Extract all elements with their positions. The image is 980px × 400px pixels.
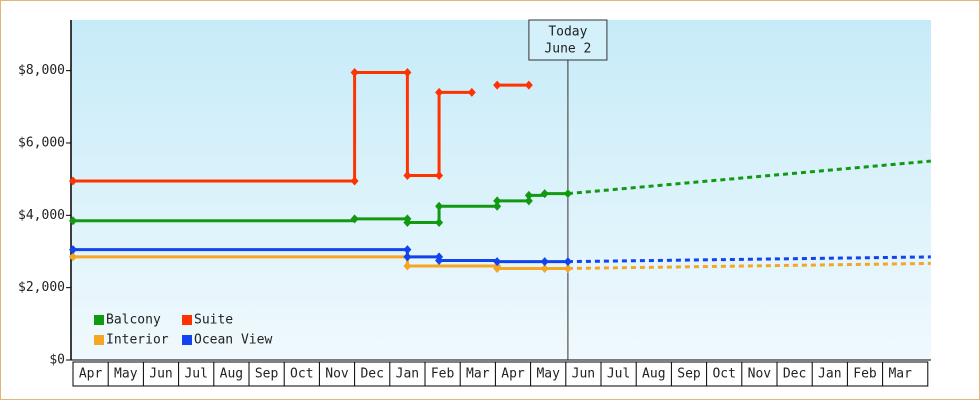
today-box: [528, 19, 608, 61]
price-point: [493, 201, 502, 211]
x-tick-label: Dec: [783, 367, 806, 382]
price-point: [524, 190, 533, 200]
legend-label: Interior: [106, 333, 169, 348]
legend-swatch: [182, 315, 192, 325]
y-tick-label: $4,000: [18, 208, 65, 223]
x-tick-label: May: [536, 367, 560, 382]
price-point: [403, 218, 412, 228]
price-point: [435, 171, 444, 181]
x-tick-label: Jul: [607, 367, 630, 382]
x-tick-label: Sep: [255, 367, 279, 382]
x-tick-label: Apr: [501, 367, 525, 382]
x-tick-label: Jun: [149, 367, 172, 382]
x-tick-label: Nov: [748, 367, 772, 382]
price-point: [403, 67, 412, 77]
x-tick-label: Feb: [853, 367, 877, 382]
x-tick-label: Feb: [431, 367, 455, 382]
x-tick-label: May: [114, 367, 138, 382]
price-point: [69, 176, 77, 186]
price-point: [435, 256, 444, 266]
price-point: [350, 214, 359, 224]
x-tick-label: Oct: [290, 367, 313, 382]
price-line: [73, 70, 472, 183]
price-point: [493, 80, 502, 90]
price-point: [467, 87, 476, 97]
x-tick-label: Apr: [79, 367, 103, 382]
price-point: [69, 245, 77, 255]
price-point: [69, 252, 77, 262]
price-point: [435, 218, 444, 228]
price-line: [73, 192, 568, 225]
forecast-line: [567, 159, 931, 196]
legend-label: Balcony: [106, 313, 161, 328]
price-point: [435, 87, 444, 97]
x-tick-label: Aug: [220, 367, 243, 382]
legend-label: Suite: [194, 313, 233, 328]
legend-label: Ocean View: [194, 333, 272, 348]
forecast-line: [567, 255, 931, 264]
x-tick-label: Aug: [642, 367, 665, 382]
price-point: [540, 257, 549, 267]
y-tick-label: $0: [49, 353, 65, 368]
price-point: [403, 261, 412, 271]
price-point: [435, 201, 444, 211]
today-label: June 2: [544, 42, 591, 57]
x-tick-label: Oct: [712, 367, 735, 382]
x-tick-label: Jan: [818, 367, 841, 382]
y-tick-label: $2,000: [18, 280, 65, 295]
price-point: [524, 80, 533, 90]
today-label: Today: [548, 25, 587, 40]
x-tick-label: Jun: [572, 367, 595, 382]
price-point: [493, 263, 502, 273]
price-point: [403, 252, 412, 262]
legend-swatch: [94, 315, 104, 325]
price-point: [403, 171, 412, 181]
price-point: [350, 176, 359, 186]
price-point: [69, 216, 77, 226]
y-tick-label: $6,000: [18, 135, 65, 150]
y-tick-label: $8,000: [18, 63, 65, 78]
x-tick-label: Sep: [677, 367, 701, 382]
plot-area: [71, 20, 931, 360]
x-tick-label: Mar: [888, 367, 912, 382]
price-point: [403, 245, 412, 255]
price-point: [540, 189, 549, 199]
legend-swatch: [182, 335, 192, 345]
x-tick-label: Jul: [184, 367, 207, 382]
x-tick-label: Nov: [325, 367, 349, 382]
legend-swatch: [94, 335, 104, 345]
price-point: [493, 196, 502, 206]
price-point: [540, 263, 549, 273]
x-tick-label: Mar: [466, 367, 490, 382]
x-tick-label: Jan: [396, 367, 419, 382]
x-tick-label: Dec: [360, 367, 383, 382]
price-point: [524, 196, 533, 206]
forecast-line: [567, 261, 931, 270]
price-point: [350, 67, 359, 77]
price-point: [493, 257, 502, 267]
